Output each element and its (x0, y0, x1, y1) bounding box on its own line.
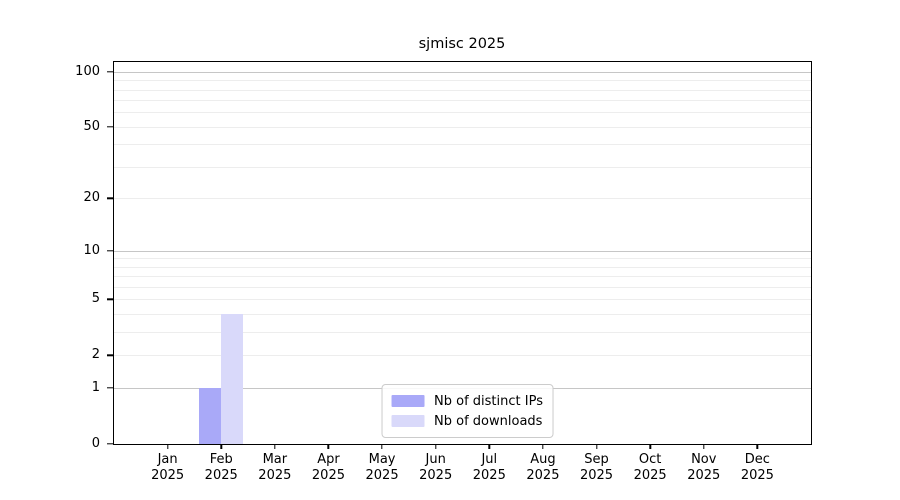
x-tick (381, 444, 383, 449)
x-tick (220, 444, 222, 449)
y-tick-label: 50 (83, 119, 100, 135)
x-tick-label-year: 2025 (151, 467, 185, 483)
x-tick-label: Jan 2025 (151, 452, 185, 483)
y-tick-label: 20 (83, 190, 100, 206)
x-tick-label: Feb 2025 (204, 452, 238, 483)
y-tick (106, 354, 113, 357)
gridline-minor (114, 80, 811, 82)
x-tick (166, 444, 169, 449)
x-tick-label-year: 2025 (687, 467, 721, 483)
x-tick-label: May 2025 (365, 452, 399, 483)
gridline-minor (114, 167, 811, 169)
y-tick (106, 443, 113, 445)
legend-label-downloads: Nb of downloads (434, 413, 543, 429)
bar-downloads (221, 314, 244, 444)
y-tick (106, 197, 113, 200)
gridline-minor (114, 89, 811, 91)
x-tick-label: Oct 2025 (633, 452, 667, 483)
y-tick-label: 10 (83, 242, 100, 258)
x-tick-label-year: 2025 (526, 467, 560, 483)
x-tick (649, 444, 651, 449)
gridline-major (114, 250, 811, 252)
gridline-minor (114, 355, 811, 357)
gridline-minor (114, 258, 811, 260)
x-tick-label: Dec 2025 (740, 452, 774, 483)
legend-swatch-distinct-ips (391, 395, 425, 407)
gridline-minor (114, 276, 811, 278)
x-tick-label: Mar 2025 (258, 452, 292, 483)
gridline-minor (114, 314, 811, 316)
x-tick (703, 444, 705, 449)
x-tick-label-year: 2025 (204, 467, 238, 483)
x-tick-label-year: 2025 (365, 467, 399, 483)
x-tick (542, 444, 544, 449)
x-tick-label: Sep 2025 (579, 452, 614, 483)
legend: Nb of distinct IPs Nb of downloads (381, 384, 554, 438)
x-tick (327, 444, 330, 449)
bar-distinct-ips (199, 388, 222, 444)
y-tick (106, 71, 113, 73)
y-tick (106, 126, 113, 128)
gridline-minor (114, 266, 811, 268)
x-tick-label-year: 2025 (258, 467, 292, 483)
x-tick-label: Jun 2025 (419, 452, 453, 483)
gridline-minor (114, 287, 811, 289)
x-tick (488, 444, 490, 449)
x-tick-label-year: 2025 (311, 467, 345, 483)
x-tick (595, 444, 598, 449)
legend-item-downloads: Nb of downloads (391, 411, 543, 431)
y-tick (106, 249, 113, 252)
gridline-minor (114, 100, 811, 102)
legend-label-distinct-ips: Nb of distinct IPs (434, 393, 543, 409)
x-tick-label: Apr 2025 (311, 452, 345, 483)
x-tick-label: Nov 2025 (687, 452, 721, 483)
gridline-major (114, 71, 811, 73)
y-tick (106, 387, 113, 389)
gridline-minor (114, 332, 811, 334)
x-tick-label-year: 2025 (579, 467, 614, 483)
gridline-minor (114, 112, 811, 114)
y-tick-label: 1 (91, 380, 100, 396)
plot-area: 0 1 2 5 10 20 50 100 Jan 2025 Feb 2025 Mar 2025 Apr 202… (75, 61, 812, 483)
y-tick-label: 0 (91, 436, 100, 452)
gridline-minor (114, 126, 811, 128)
gridline-minor (114, 198, 811, 200)
y-tick (106, 298, 113, 301)
y-tick-label: 2 (91, 347, 100, 363)
y-tick-label: 5 (91, 291, 100, 307)
x-tick-label-year: 2025 (740, 467, 774, 483)
x-tick-label: Jul 2025 (472, 452, 506, 483)
x-tick-label-year: 2025 (633, 467, 667, 483)
legend-swatch-downloads (391, 415, 425, 427)
x-tick-label-year: 2025 (472, 467, 506, 483)
x-tick-label-year: 2025 (419, 467, 453, 483)
x-tick (756, 444, 759, 449)
gridline-minor (114, 144, 811, 146)
x-tick-label: Aug 2025 (526, 452, 560, 483)
gridline-minor (114, 299, 811, 301)
y-tick-label: 100 (75, 63, 100, 79)
x-tick (434, 444, 437, 449)
x-tick (274, 444, 276, 449)
chart-title: sjmisc 2025 (418, 36, 506, 52)
legend-item-distinct-ips: Nb of distinct IPs (391, 391, 543, 411)
